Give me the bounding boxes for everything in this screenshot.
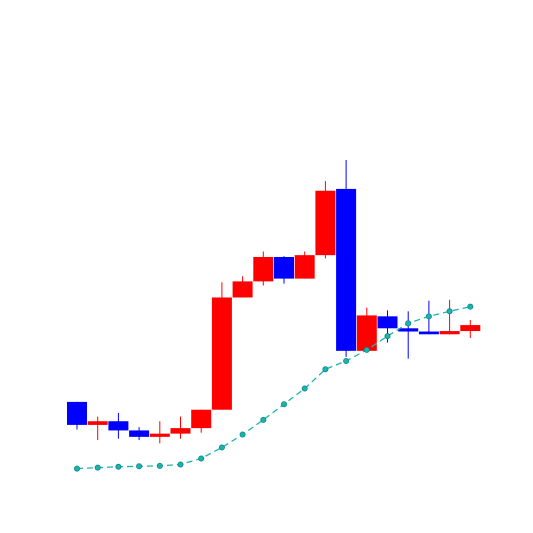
candle-body-down	[108, 421, 129, 431]
overlay-point	[322, 366, 329, 373]
candle-body-up	[294, 255, 315, 279]
candle-body-up	[460, 325, 481, 332]
overlay-point	[260, 416, 267, 423]
candle-body-up	[356, 315, 377, 351]
overlay-point	[239, 431, 246, 438]
candle-body-layer	[67, 188, 481, 437]
candle-body-up	[211, 297, 232, 410]
candle-body-down	[377, 316, 398, 329]
candle-body-down	[398, 328, 419, 332]
overlay-point	[343, 357, 350, 364]
overlay-point	[446, 308, 453, 315]
overlay-point	[301, 385, 308, 392]
candle-body-up	[87, 421, 108, 425]
overlay-marker-layer	[74, 303, 474, 472]
candle-body-up	[170, 428, 191, 434]
overlay-point	[94, 464, 101, 471]
overlay-series-line	[76, 306, 471, 470]
overlay-point	[198, 455, 205, 462]
candle-body-down	[274, 257, 294, 279]
overlay-point	[280, 401, 287, 408]
candle-body-up	[253, 257, 274, 282]
overlay-point	[136, 463, 143, 470]
candle-body-down	[418, 331, 439, 335]
candle-body-up	[149, 433, 170, 437]
candle-body-down	[336, 188, 357, 351]
candle-body-up	[191, 409, 212, 429]
candle-body-up	[439, 331, 460, 335]
overlay-point	[363, 346, 370, 353]
overlay-point	[177, 461, 184, 468]
candle-body-down	[129, 430, 150, 437]
overlay-point	[405, 320, 412, 327]
overlay-point	[384, 333, 391, 340]
candle-body-down	[67, 401, 87, 425]
overlay-point	[218, 444, 225, 451]
overlay-point	[156, 462, 163, 469]
overlay-point	[425, 313, 432, 320]
overlay-point	[74, 465, 81, 472]
overlay-point	[115, 463, 122, 470]
candle-body-up	[315, 190, 336, 256]
candle-body-up	[232, 281, 253, 298]
overlay-point	[467, 303, 474, 310]
